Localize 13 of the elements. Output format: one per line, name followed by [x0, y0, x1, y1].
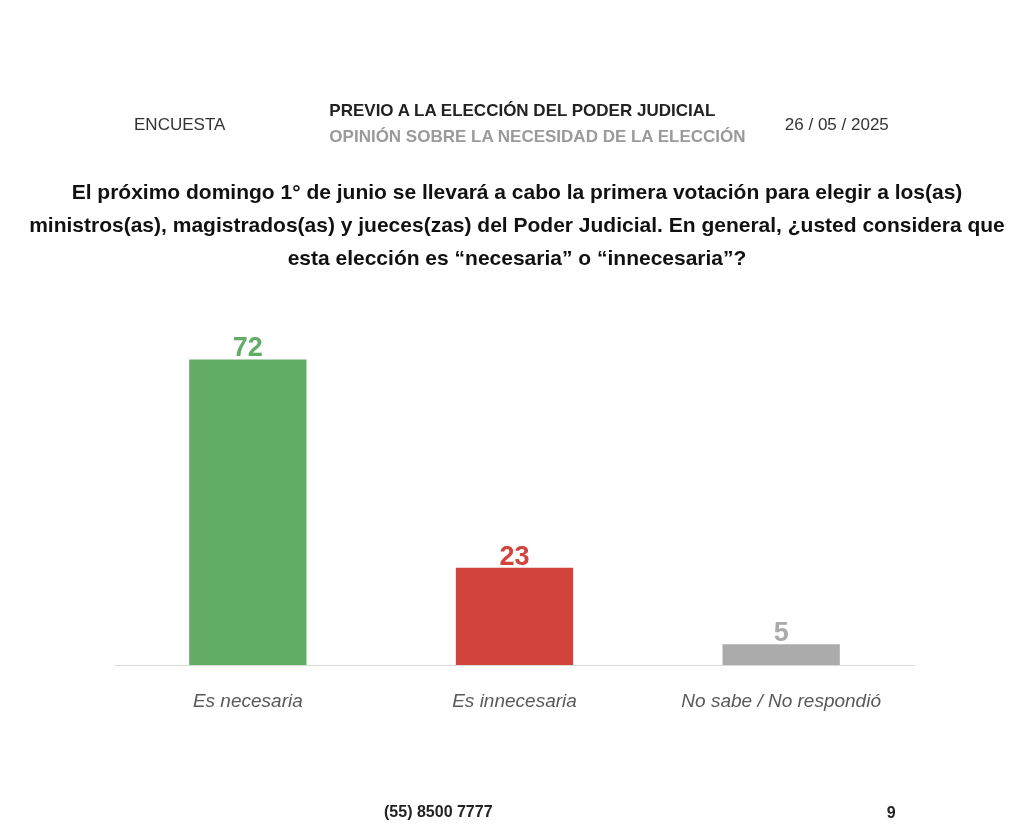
text: (55) 8500 7777: [384, 803, 493, 820]
text: 26 / 05 / 2025: [784, 115, 889, 134]
chart-subtitle: OPINIÓN SOBRE LA NECESIDAD DE LA ELECCIÓN: [329, 127, 746, 146]
x-tick-label: No sabe / No respondió: [681, 689, 882, 711]
text: 9: [886, 803, 896, 821]
data-label: 72: [232, 332, 263, 363]
x-tick-label: Es innecesaria: [452, 689, 577, 711]
data-label: 23: [499, 540, 530, 571]
data-label: 5: [773, 617, 789, 648]
text: El próximo domingo 1° de junio se llevará a cabo la primera votación para elegir a los(as) ministros(as), magistrados(as) y jueces(zas) del Poder Judicial. En general, ¿usted considera que esta elección es “necesaria” o “innecesaria”?: [28, 179, 1006, 271]
x-tick-label: Es necesaria: [192, 689, 303, 711]
chart-title: PREVIO A LA ELECCIÓN DEL PODER JUDICIAL: [329, 101, 716, 120]
text: ENCUESTA: [134, 115, 226, 134]
